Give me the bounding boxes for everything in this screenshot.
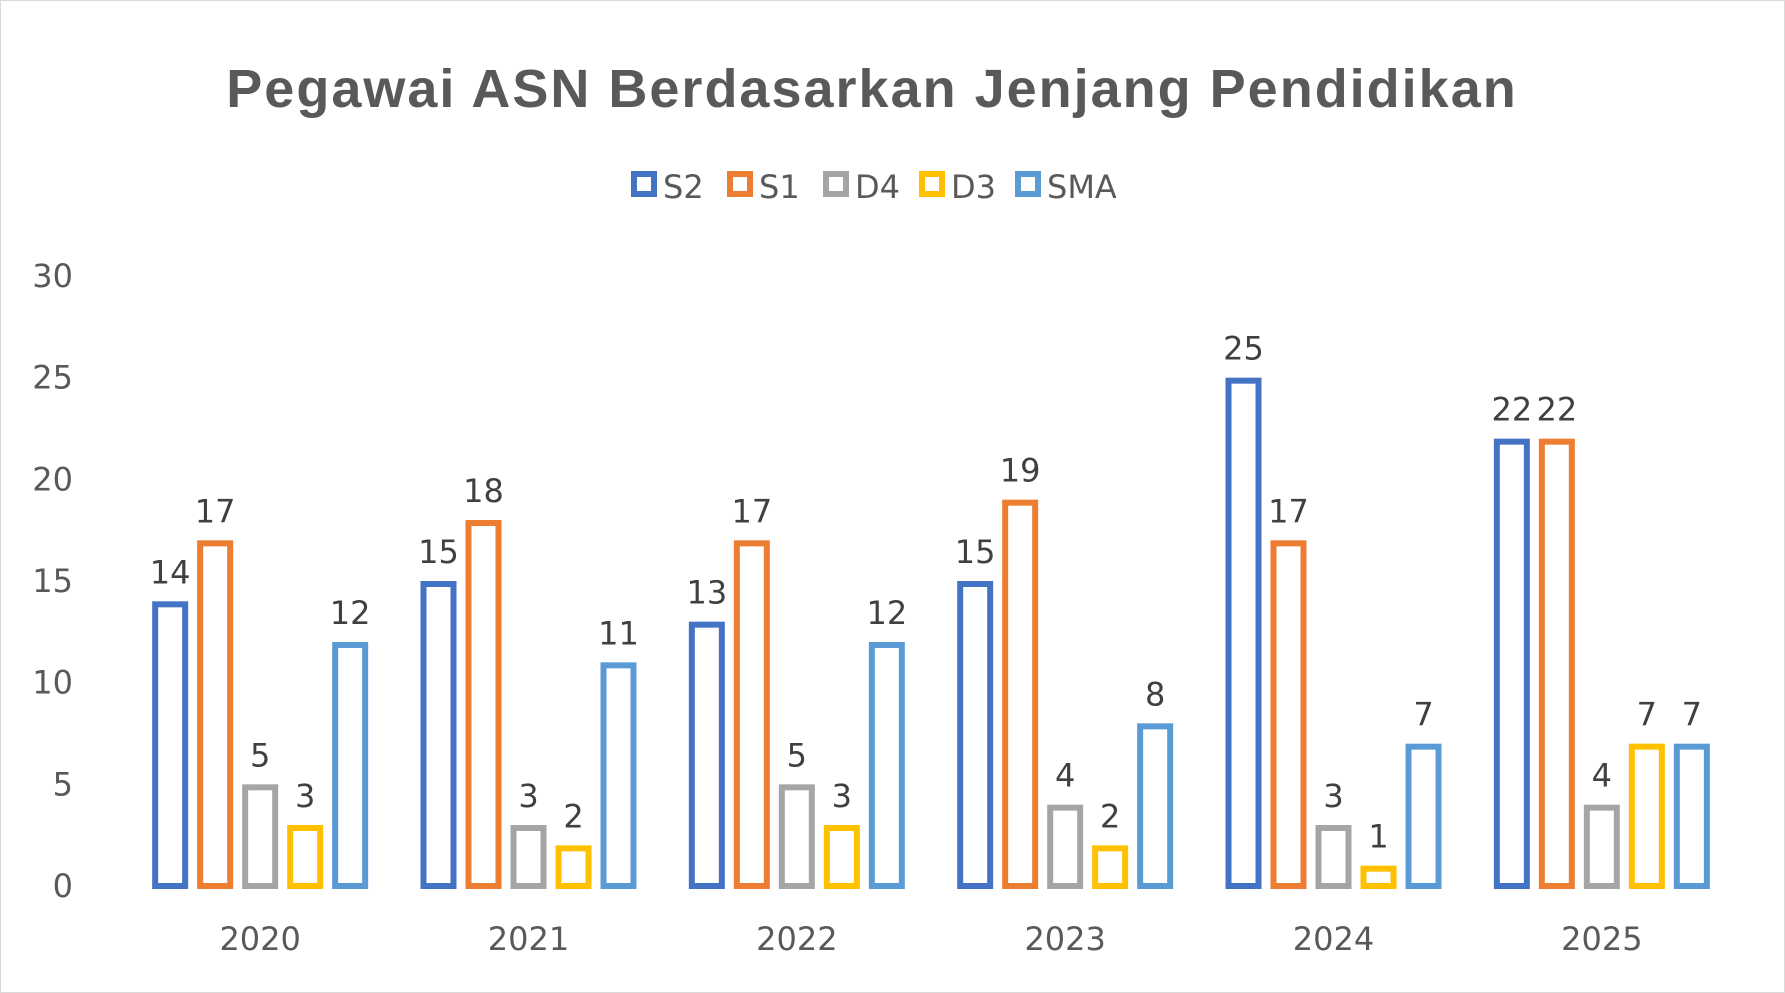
data-label: 8 [1145,675,1165,713]
legend-item-d3: D3 [919,168,996,206]
data-label: 5 [787,736,807,774]
legend-label: D3 [951,168,996,206]
data-label: 15 [955,533,996,571]
bar-s1-2021 [465,520,502,889]
legend-label: D4 [855,168,900,206]
bar-d4-2025 [1583,804,1620,890]
x-axis: 2020 2021 2022 2023 2024 2025 [219,920,1642,958]
data-label: 3 [832,777,852,815]
data-label: 4 [1055,757,1075,795]
data-label: 3 [1323,777,1343,815]
data-label: 17 [195,492,236,530]
legend-label: SMA [1047,168,1117,206]
bar-d3-2024 [1360,865,1397,890]
data-label: 1 [1368,818,1388,856]
bar-d4-2024 [1315,825,1352,889]
y-tick-label: 15 [32,562,73,600]
bar-s1-2023 [1002,499,1039,889]
x-tick-label: 2021 [488,920,569,958]
legend-swatch [631,171,657,197]
bar-sma-2022 [868,642,905,889]
bar-s2-2025 [1493,438,1530,889]
bar-d4-2023 [1047,804,1084,890]
legend-item-sma: SMA [1015,168,1117,206]
legend-label: S1 [759,168,800,206]
data-label: 19 [1000,452,1041,490]
x-tick-label: 2022 [756,920,837,958]
y-tick-label: 30 [32,257,73,295]
data-label: 5 [250,736,270,774]
bar-d3-2022 [823,825,860,889]
chart-legend: S2 S1 D4 D3 SMA [631,168,1117,206]
bar-d3-2023 [1092,845,1129,889]
bar-d3-2020 [287,825,324,889]
data-label: 17 [731,492,772,530]
y-tick-label: 10 [32,664,73,702]
data-label: 4 [1592,757,1612,795]
bar-s2-2021 [420,581,457,889]
y-tick-label: 0 [53,867,73,905]
legend-item-s2: S2 [631,168,704,206]
data-label: 25 [1223,330,1264,368]
bar-sma-2023 [1137,723,1174,889]
bars-group [152,377,1710,890]
bar-d4-2020 [242,784,279,889]
data-label: 18 [463,472,504,510]
data-labels-group: 1417531215183211131753121519428251731722… [150,330,1702,856]
data-label: 13 [686,574,727,612]
legend-swatch [823,171,849,197]
data-label: 14 [150,553,191,591]
bar-s1-2022 [733,540,770,889]
data-label: 12 [866,594,907,632]
data-label: 3 [518,777,538,815]
data-label: 2 [563,797,583,835]
legend-swatch [1015,171,1041,197]
bar-sma-2024 [1405,743,1442,890]
x-tick-label: 2020 [219,920,300,958]
legend-item-d4: D4 [823,168,900,206]
data-label: 11 [598,614,639,652]
data-label: 7 [1682,696,1702,734]
y-tick-label: 20 [32,460,73,498]
legend-label: S2 [663,168,704,206]
data-label: 3 [295,777,315,815]
data-label: 22 [1491,391,1532,429]
x-tick-label: 2024 [1293,920,1374,958]
y-tick-label: 5 [53,765,73,803]
legend-item-s1: S1 [727,168,800,206]
bar-d4-2022 [778,784,815,889]
bar-d3-2021 [555,845,592,889]
bar-s2-2020 [152,601,189,889]
bar-d4-2021 [510,825,547,889]
data-label: 15 [418,533,459,571]
bar-s1-2025 [1538,438,1575,889]
bar-s1-2024 [1270,540,1307,889]
data-label: 7 [1413,696,1433,734]
bar-s2-2022 [688,621,725,890]
data-label: 2 [1100,797,1120,835]
data-label: 17 [1268,492,1309,530]
bar-d3-2025 [1628,743,1665,890]
bar-s2-2024 [1225,377,1262,889]
bar-sma-2025 [1673,743,1710,890]
y-axis: 0 5 10 15 20 25 30 [32,257,73,905]
y-tick-label: 25 [32,359,73,397]
data-label: 7 [1637,696,1657,734]
bar-s2-2023 [957,581,994,889]
x-tick-label: 2023 [1024,920,1105,958]
data-label: 12 [330,594,371,632]
bar-sma-2021 [600,662,637,889]
legend-swatch [919,171,945,197]
x-tick-label: 2025 [1561,920,1642,958]
bar-s1-2020 [197,540,234,889]
bar-sma-2020 [332,642,369,889]
legend-swatch [727,171,753,197]
chart-title: Pegawai ASN Berdasarkan Jenjang Pendidik… [226,59,1517,119]
data-label: 22 [1536,391,1577,429]
